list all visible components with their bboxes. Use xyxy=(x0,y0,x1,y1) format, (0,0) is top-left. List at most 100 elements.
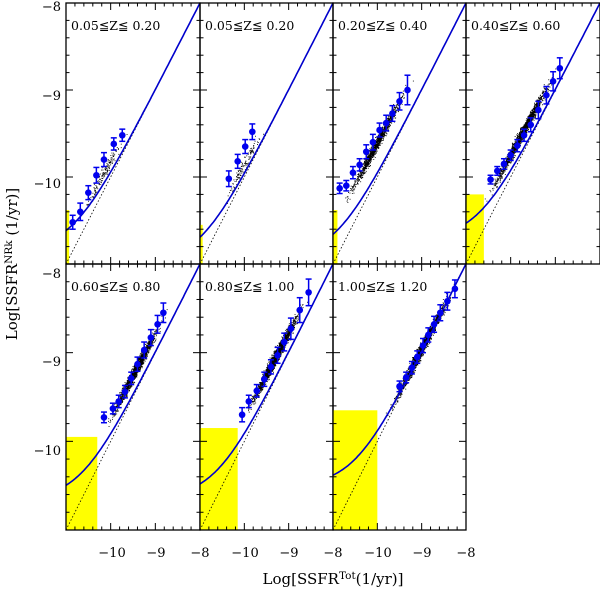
scatter-dot xyxy=(240,177,241,178)
scatter-dot xyxy=(357,182,358,183)
scatter-dot xyxy=(241,162,242,163)
scatter-dot xyxy=(522,139,523,140)
scatter-dot xyxy=(109,163,110,164)
scatter-dot xyxy=(515,142,516,143)
scatter-dot xyxy=(507,158,508,159)
data-point xyxy=(77,209,84,216)
scatter-dot xyxy=(114,416,115,417)
scatter-dot xyxy=(529,121,530,122)
scatter-dot xyxy=(365,164,366,165)
scatter-dot xyxy=(529,115,530,116)
scatter-dot xyxy=(95,191,96,192)
scatter-dot xyxy=(361,178,362,179)
scatter-dot xyxy=(145,344,146,345)
scatter-dot xyxy=(363,172,364,173)
scatter-dot xyxy=(485,199,486,200)
scatter-dot xyxy=(253,148,254,149)
fit-line xyxy=(200,3,333,237)
scatter-dot xyxy=(531,115,532,116)
limit-box xyxy=(66,437,97,530)
scatter-dot xyxy=(370,162,371,163)
scatter-dot xyxy=(237,175,238,176)
scatter-dot xyxy=(505,171,506,172)
scatter-dot xyxy=(530,111,531,112)
scatter-dot xyxy=(102,180,103,181)
scatter-dot xyxy=(534,120,535,121)
scatter-dot xyxy=(364,159,365,160)
scatter-dot xyxy=(350,190,351,191)
scatter-dot xyxy=(384,126,385,127)
scatter-dot xyxy=(357,180,358,181)
redshift-label: 0.20≦Z≦ 0.40 xyxy=(338,18,427,33)
scatter-dot xyxy=(505,174,506,175)
scatter-dot xyxy=(541,98,542,99)
scatter-dot xyxy=(107,168,108,169)
scatter-dot xyxy=(539,98,540,99)
scatter-dot xyxy=(165,318,166,319)
scatter-dot xyxy=(240,174,241,175)
panel-plot-area xyxy=(200,3,333,264)
scatter-dot xyxy=(514,157,515,158)
panel-5: 0.60≦Z≦ 0.80 xyxy=(66,264,200,530)
scatter-dot xyxy=(104,175,105,176)
scatter-dot xyxy=(107,165,108,166)
scatter-dot xyxy=(517,136,518,137)
scatter-dot xyxy=(228,195,229,196)
scatter-dot xyxy=(160,328,161,329)
scatter-dot xyxy=(350,193,351,194)
scatter-dot xyxy=(507,165,508,166)
scatter-dot xyxy=(244,163,245,164)
scatter-dot xyxy=(395,108,396,109)
scatter-dot xyxy=(241,173,242,174)
scatter-dot xyxy=(393,109,394,110)
scatter-dot xyxy=(372,157,373,158)
scatter-dot xyxy=(378,145,379,146)
scatter-dot xyxy=(368,165,369,166)
data-point xyxy=(343,182,350,189)
scatter-dot xyxy=(532,120,533,121)
scatter-dot xyxy=(542,104,543,105)
data-point xyxy=(535,107,542,114)
scatter-dot xyxy=(106,174,107,175)
scatter-dot xyxy=(519,134,520,135)
scatter-dot xyxy=(548,85,549,86)
scatter-dot xyxy=(253,152,254,153)
scatter-dot xyxy=(379,139,380,140)
scatter-dot xyxy=(108,167,109,168)
scatter-dot xyxy=(377,147,378,148)
scatter-dot xyxy=(243,166,244,167)
scatter-dot xyxy=(345,198,346,199)
scatter-dot xyxy=(520,131,521,132)
scatter-dot xyxy=(352,193,353,194)
data-point xyxy=(363,148,370,155)
scatter-dot xyxy=(235,181,236,182)
scatter-dot xyxy=(500,168,501,169)
scatter-dot xyxy=(138,358,139,359)
scatter-dot xyxy=(251,150,252,151)
scatter-dot xyxy=(95,188,96,189)
scatter-dot xyxy=(532,115,533,116)
scatter-dot xyxy=(512,148,513,149)
scatter-dot xyxy=(103,170,104,171)
scatter-dot xyxy=(534,114,535,115)
scatter-dot xyxy=(502,171,503,172)
scatter-dot xyxy=(394,109,395,110)
scatter-dot xyxy=(365,172,366,173)
scatter-dot xyxy=(538,97,539,98)
panel-plot-area xyxy=(466,3,600,264)
scatter-dot xyxy=(521,138,522,139)
scatter-dot xyxy=(520,141,521,142)
scatter-dot xyxy=(154,338,155,339)
scatter-dot xyxy=(110,162,111,163)
scatter-dot xyxy=(154,331,155,332)
scatter-dot xyxy=(248,163,249,164)
scatter-dot xyxy=(514,153,515,154)
scatter-dot xyxy=(378,143,379,144)
scatter-dot xyxy=(111,158,112,159)
scatter-dot xyxy=(517,137,518,138)
scatter-dot xyxy=(100,184,101,185)
scatter-dot xyxy=(114,159,115,160)
scatter-dot xyxy=(523,127,524,128)
scatter-dot xyxy=(114,404,115,405)
scatter-dot xyxy=(371,158,372,159)
